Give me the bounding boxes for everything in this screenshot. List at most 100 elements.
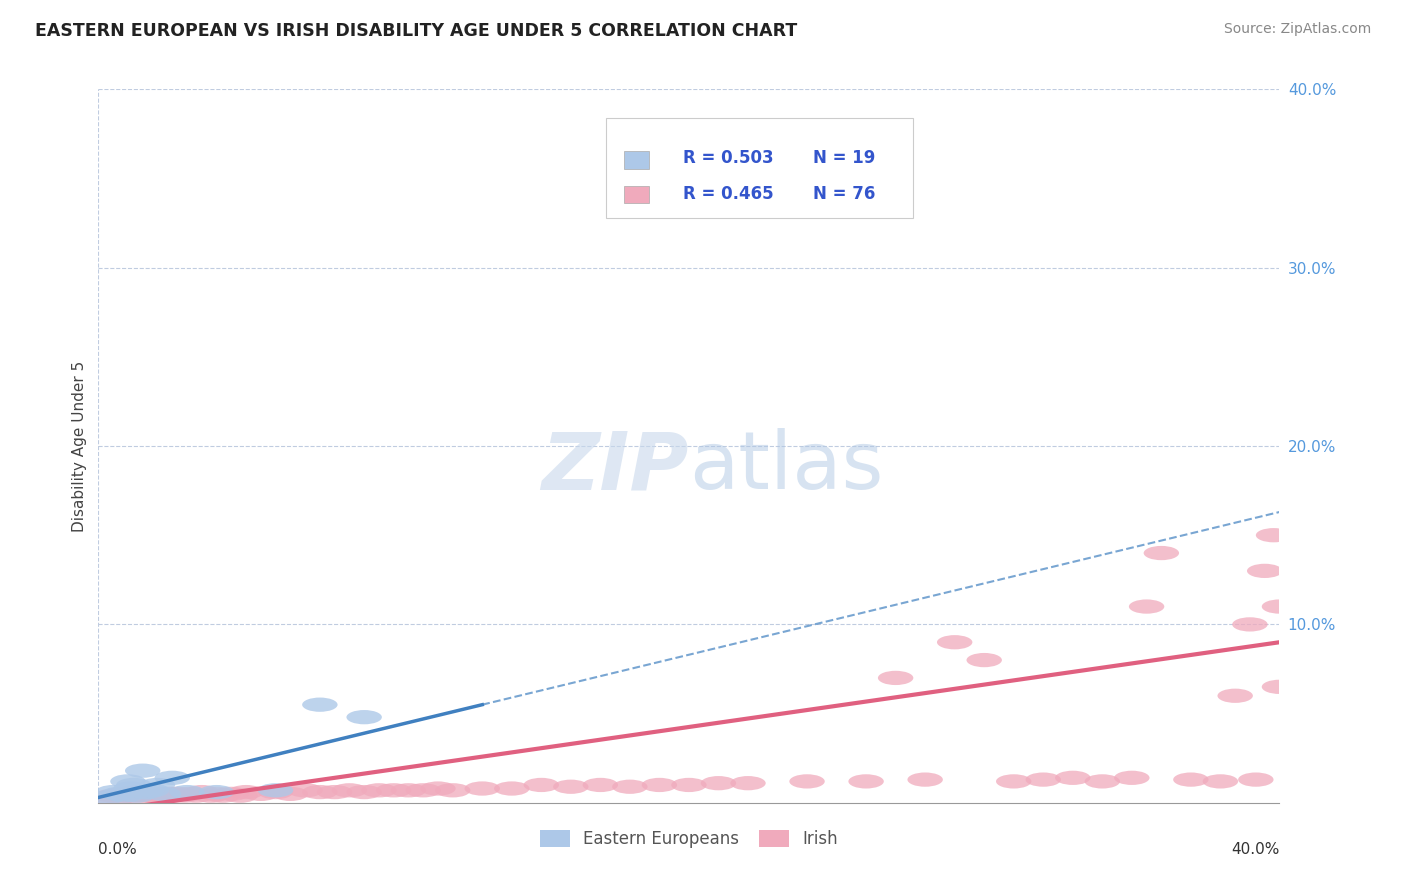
Ellipse shape bbox=[96, 785, 131, 799]
Ellipse shape bbox=[193, 789, 228, 803]
Ellipse shape bbox=[114, 781, 149, 796]
Ellipse shape bbox=[1261, 680, 1298, 694]
Text: atlas: atlas bbox=[689, 428, 883, 507]
Ellipse shape bbox=[995, 774, 1032, 789]
Ellipse shape bbox=[152, 787, 187, 801]
Ellipse shape bbox=[90, 790, 125, 805]
Ellipse shape bbox=[1054, 771, 1091, 785]
Ellipse shape bbox=[128, 787, 163, 801]
Ellipse shape bbox=[214, 787, 249, 801]
Ellipse shape bbox=[1218, 689, 1253, 703]
Ellipse shape bbox=[139, 778, 176, 792]
Ellipse shape bbox=[700, 776, 737, 790]
Ellipse shape bbox=[198, 787, 235, 801]
Ellipse shape bbox=[110, 787, 146, 801]
Ellipse shape bbox=[184, 785, 219, 799]
Ellipse shape bbox=[1143, 546, 1180, 560]
Ellipse shape bbox=[420, 781, 456, 796]
Ellipse shape bbox=[273, 787, 308, 801]
Ellipse shape bbox=[134, 783, 169, 797]
Ellipse shape bbox=[169, 785, 205, 799]
Ellipse shape bbox=[287, 783, 323, 797]
Ellipse shape bbox=[907, 772, 943, 787]
Ellipse shape bbox=[243, 787, 278, 801]
FancyBboxPatch shape bbox=[624, 186, 650, 203]
Ellipse shape bbox=[1247, 564, 1282, 578]
Ellipse shape bbox=[375, 783, 412, 797]
Ellipse shape bbox=[120, 789, 155, 803]
Ellipse shape bbox=[155, 771, 190, 785]
Text: N = 19: N = 19 bbox=[813, 150, 876, 168]
Ellipse shape bbox=[966, 653, 1002, 667]
Ellipse shape bbox=[107, 789, 143, 803]
Ellipse shape bbox=[107, 789, 143, 803]
Ellipse shape bbox=[120, 789, 155, 803]
Text: 0.0%: 0.0% bbox=[98, 842, 138, 857]
Ellipse shape bbox=[302, 698, 337, 712]
Ellipse shape bbox=[464, 781, 501, 796]
Ellipse shape bbox=[848, 774, 884, 789]
Ellipse shape bbox=[1025, 772, 1062, 787]
Ellipse shape bbox=[434, 783, 471, 797]
Ellipse shape bbox=[346, 710, 382, 724]
FancyBboxPatch shape bbox=[624, 152, 650, 169]
Ellipse shape bbox=[316, 785, 353, 799]
Ellipse shape bbox=[1129, 599, 1164, 614]
Ellipse shape bbox=[391, 783, 426, 797]
Ellipse shape bbox=[101, 787, 136, 801]
Ellipse shape bbox=[1232, 617, 1268, 632]
Ellipse shape bbox=[96, 789, 131, 803]
Ellipse shape bbox=[730, 776, 766, 790]
Ellipse shape bbox=[101, 790, 136, 805]
Text: 40.0%: 40.0% bbox=[1232, 842, 1279, 857]
Ellipse shape bbox=[1261, 599, 1298, 614]
Ellipse shape bbox=[361, 783, 396, 797]
Ellipse shape bbox=[146, 787, 181, 801]
Y-axis label: Disability Age Under 5: Disability Age Under 5 bbox=[72, 360, 87, 532]
Ellipse shape bbox=[1084, 774, 1121, 789]
Ellipse shape bbox=[1173, 772, 1209, 787]
Ellipse shape bbox=[139, 787, 176, 801]
Ellipse shape bbox=[671, 778, 707, 792]
Ellipse shape bbox=[553, 780, 589, 794]
Text: EASTERN EUROPEAN VS IRISH DISABILITY AGE UNDER 5 CORRELATION CHART: EASTERN EUROPEAN VS IRISH DISABILITY AGE… bbox=[35, 22, 797, 40]
Legend: Eastern Europeans, Irish: Eastern Europeans, Irish bbox=[533, 823, 845, 855]
Text: R = 0.465: R = 0.465 bbox=[683, 186, 773, 203]
Ellipse shape bbox=[128, 785, 163, 799]
Ellipse shape bbox=[117, 778, 152, 792]
Ellipse shape bbox=[228, 785, 264, 799]
Ellipse shape bbox=[346, 785, 382, 799]
Ellipse shape bbox=[110, 774, 146, 789]
Ellipse shape bbox=[205, 789, 240, 803]
Ellipse shape bbox=[117, 785, 152, 799]
Text: N = 76: N = 76 bbox=[813, 186, 876, 203]
Ellipse shape bbox=[114, 789, 149, 803]
FancyBboxPatch shape bbox=[606, 118, 914, 218]
Text: R = 0.503: R = 0.503 bbox=[683, 150, 773, 168]
Ellipse shape bbox=[405, 783, 441, 797]
Ellipse shape bbox=[222, 789, 257, 803]
Ellipse shape bbox=[134, 787, 169, 801]
Ellipse shape bbox=[160, 787, 195, 801]
Ellipse shape bbox=[146, 789, 181, 803]
Ellipse shape bbox=[257, 785, 294, 799]
Text: Source: ZipAtlas.com: Source: ZipAtlas.com bbox=[1223, 22, 1371, 37]
Ellipse shape bbox=[302, 785, 337, 799]
Ellipse shape bbox=[936, 635, 973, 649]
Ellipse shape bbox=[1202, 774, 1239, 789]
Ellipse shape bbox=[104, 787, 139, 801]
Ellipse shape bbox=[1114, 771, 1150, 785]
Ellipse shape bbox=[125, 789, 160, 803]
Ellipse shape bbox=[179, 789, 214, 803]
Ellipse shape bbox=[122, 787, 157, 801]
Ellipse shape bbox=[136, 789, 173, 803]
Ellipse shape bbox=[332, 783, 367, 797]
Ellipse shape bbox=[90, 790, 125, 805]
Ellipse shape bbox=[1256, 528, 1291, 542]
Ellipse shape bbox=[257, 783, 294, 797]
Ellipse shape bbox=[582, 778, 619, 792]
Ellipse shape bbox=[877, 671, 914, 685]
Ellipse shape bbox=[789, 774, 825, 789]
Ellipse shape bbox=[1239, 772, 1274, 787]
Ellipse shape bbox=[125, 764, 160, 778]
